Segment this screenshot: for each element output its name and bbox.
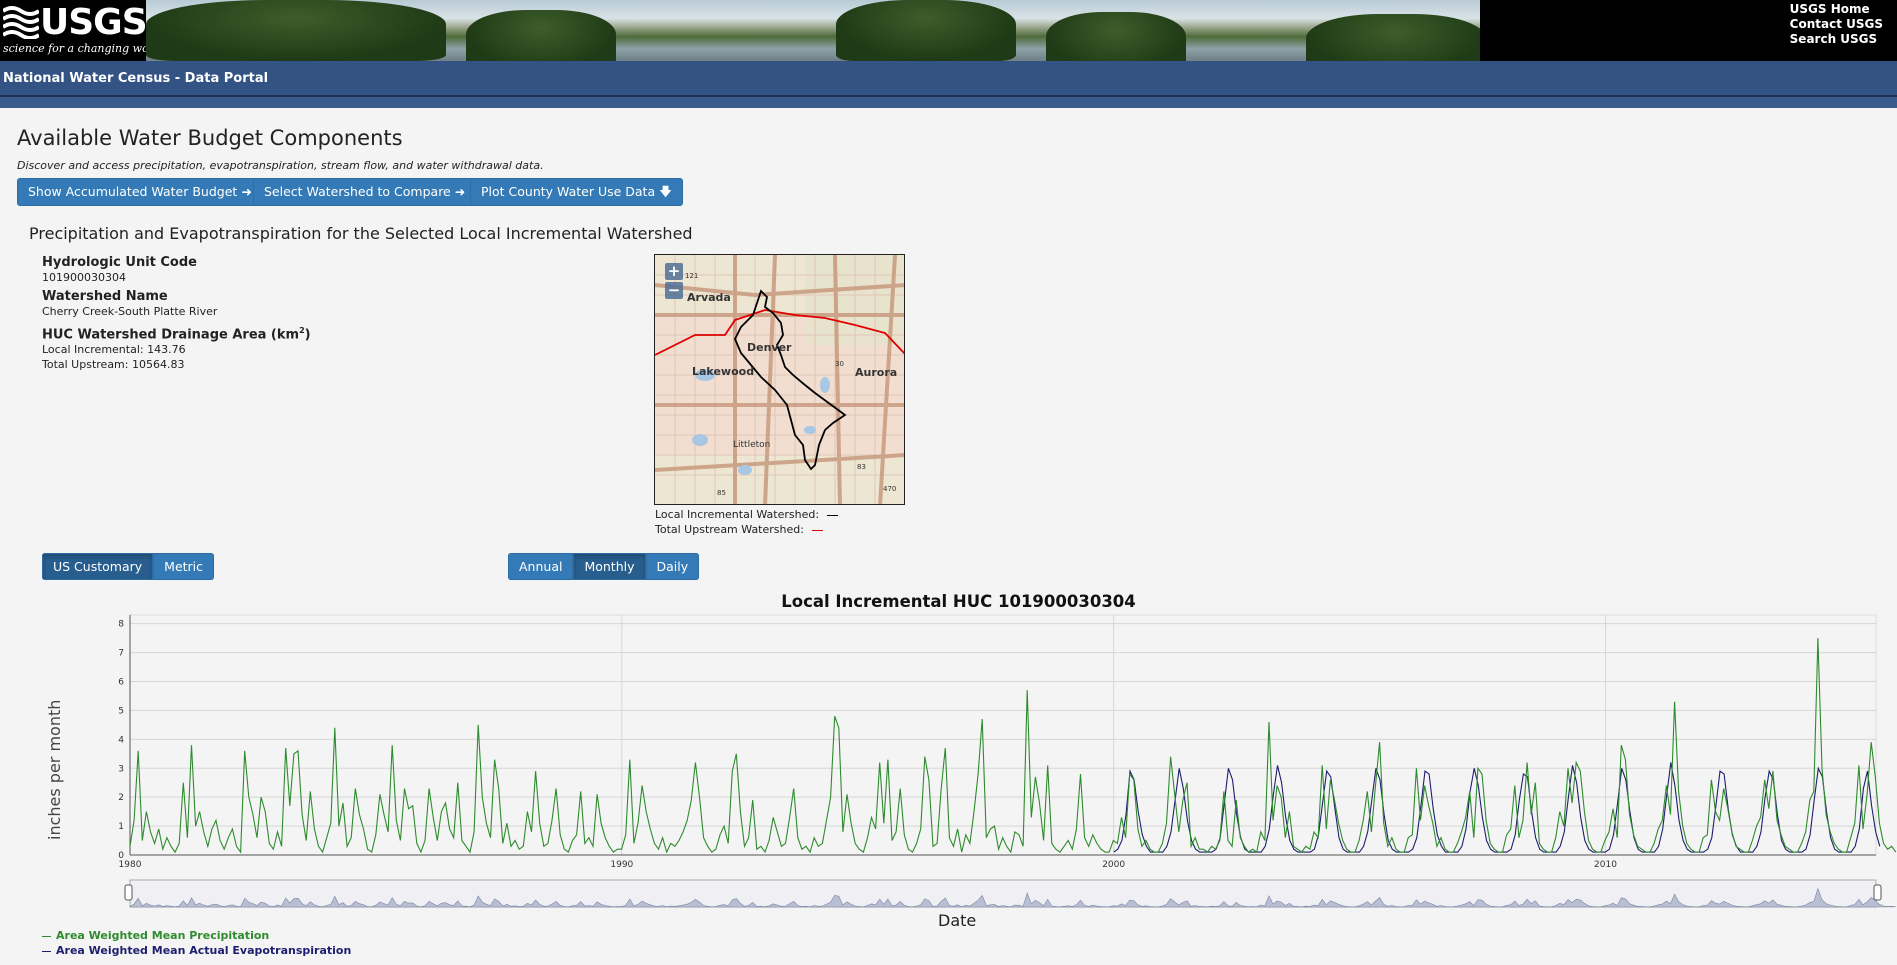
- chart-title: Local Incremental HUC 101900030304: [781, 592, 1136, 611]
- header-links: USGS Home Contact USGS Search USGS: [1790, 2, 1883, 47]
- arrow-right-icon: ➜: [241, 184, 252, 199]
- logo-tagline: science for a changing world: [3, 42, 165, 55]
- watershed-info: Hydrologic Unit Code 101900030304 Waters…: [42, 255, 311, 372]
- huc-label: Hydrologic Unit Code: [42, 255, 197, 270]
- y-tick-label: 8: [118, 620, 124, 630]
- button-label: Show Accumulated Water Budget: [28, 184, 238, 199]
- logo-text: USGS: [40, 2, 148, 43]
- overview-panel: [129, 879, 1877, 908]
- range-handle-left: [124, 884, 133, 901]
- map-legend-local: Local Incremental Watershed:: [655, 507, 839, 522]
- usgs-waves-icon: [3, 6, 39, 39]
- huc-value: 101900030304: [42, 271, 126, 284]
- contact-usgs-link[interactable]: Contact USGS: [1789, 17, 1883, 31]
- interval-annual-button[interactable]: Annual: [508, 553, 574, 580]
- map-label-arvada: Arvada: [687, 291, 731, 304]
- units-us-customary-button[interactable]: US Customary: [42, 553, 154, 580]
- zoom-in-button[interactable]: +: [665, 263, 683, 280]
- chart-x-axis-label: Date: [938, 911, 977, 930]
- legend-precip[interactable]: Area Weighted Mean Precipitation: [42, 928, 351, 943]
- map-label-lakewood: Lakewood: [692, 365, 754, 378]
- usgs-logo[interactable]: USGS science for a changing world: [0, 0, 165, 61]
- interval-monthly-button[interactable]: Monthly: [573, 553, 646, 580]
- x-tick-label: 1990: [610, 860, 633, 870]
- precip-series-line: [129, 638, 1897, 854]
- red-line-icon: [811, 529, 823, 531]
- y-tick-label: 3: [118, 764, 124, 774]
- plot-area: [129, 614, 1877, 856]
- y-tick-label: 2: [118, 793, 124, 803]
- map-label-aurora: Aurora: [855, 366, 897, 379]
- arrow-down-icon: 🡇: [659, 184, 672, 199]
- map-shield-121: 121: [685, 272, 698, 280]
- portal-title[interactable]: National Water Census - Data Portal: [3, 71, 269, 86]
- legend-et[interactable]: Area Weighted Mean Actual Evapotranspira…: [42, 943, 351, 958]
- select-watershed-compare-button[interactable]: Select Watershed to Compare ➜: [253, 178, 477, 206]
- watershed-map[interactable]: Arvada Denver Lakewood Aurora Littleton …: [654, 254, 905, 505]
- map-shield-470: 470: [883, 485, 896, 493]
- plot-county-water-use-button[interactable]: Plot County Water Use Data 🡇: [470, 178, 683, 206]
- et-series-line: [1113, 762, 1881, 853]
- y-tick-label: 7: [118, 649, 124, 659]
- watershed-name-label: Watershed Name: [42, 289, 168, 304]
- drainage-area-label: HUC Watershed Drainage Area (km2): [42, 326, 311, 343]
- search-usgs-link[interactable]: Search USGS: [1789, 32, 1878, 46]
- page-title: Available Water Budget Components: [17, 126, 403, 150]
- y-tick-label: 0: [118, 851, 124, 861]
- navy-line-icon: [42, 950, 51, 952]
- map-shield-83: 83: [857, 463, 866, 471]
- x-tick-label: 2010: [1594, 860, 1617, 870]
- local-incremental-area: Local Incremental: 143.76: [42, 343, 186, 357]
- black-line-icon: [827, 514, 839, 516]
- button-label: Plot County Water Use Data: [481, 184, 656, 199]
- show-accumulated-budget-button[interactable]: Show Accumulated Water Budget ➜: [17, 178, 263, 206]
- usgs-home-link[interactable]: USGS Home: [1789, 2, 1870, 16]
- button-label: Select Watershed to Compare: [264, 184, 451, 199]
- units-metric-button[interactable]: Metric: [153, 553, 215, 580]
- units-toggle: US Customary Metric: [42, 553, 215, 580]
- banner-image: [146, 0, 1480, 61]
- x-tick-label: 2000: [1102, 860, 1125, 870]
- section-title: Precipitation and Evapotranspiration for…: [29, 224, 693, 243]
- watershed-name-value: Cherry Creek-South Platte River: [42, 305, 218, 318]
- title-bar: National Water Census - Data Portal: [0, 61, 1897, 97]
- map-shield-30: 30: [835, 360, 844, 368]
- y-tick-label: 6: [118, 678, 124, 688]
- map-label-littleton: Littleton: [733, 440, 770, 450]
- map-label-denver: Denver: [747, 341, 792, 354]
- arrow-right-icon: ➜: [454, 184, 466, 199]
- map-legend: Local Incremental Watershed: Total Upstr…: [655, 507, 839, 537]
- y-tick-label: 5: [118, 706, 124, 716]
- overview-area: [129, 887, 1896, 908]
- map-basemap: Arvada Denver Lakewood Aurora Littleton …: [655, 255, 904, 504]
- map-shield-85: 85: [717, 489, 726, 497]
- page-subtitle: Discover and access precipitation, evapo…: [17, 159, 544, 172]
- total-upstream-area: Total Upstream: 10564.83: [42, 358, 185, 372]
- chart-y-axis-label: inches per month: [45, 699, 64, 840]
- y-tick-label: 1: [118, 822, 124, 832]
- sub-bar: [0, 97, 1897, 108]
- interval-toggle: Annual Monthly Daily: [508, 553, 700, 580]
- site-header: USGS science for a changing world USGS H…: [0, 0, 1897, 61]
- x-tick-label: 1980: [119, 860, 142, 870]
- map-legend-upstream: Total Upstream Watershed:: [655, 522, 838, 537]
- interval-daily-button[interactable]: Daily: [645, 553, 700, 580]
- green-line-icon: [42, 935, 51, 937]
- zoom-out-button[interactable]: −: [665, 282, 683, 299]
- chart-legend: Area Weighted Mean Precipitation Area We…: [42, 928, 351, 958]
- range-handle-right: [1873, 884, 1882, 901]
- y-tick-label: 4: [118, 735, 124, 745]
